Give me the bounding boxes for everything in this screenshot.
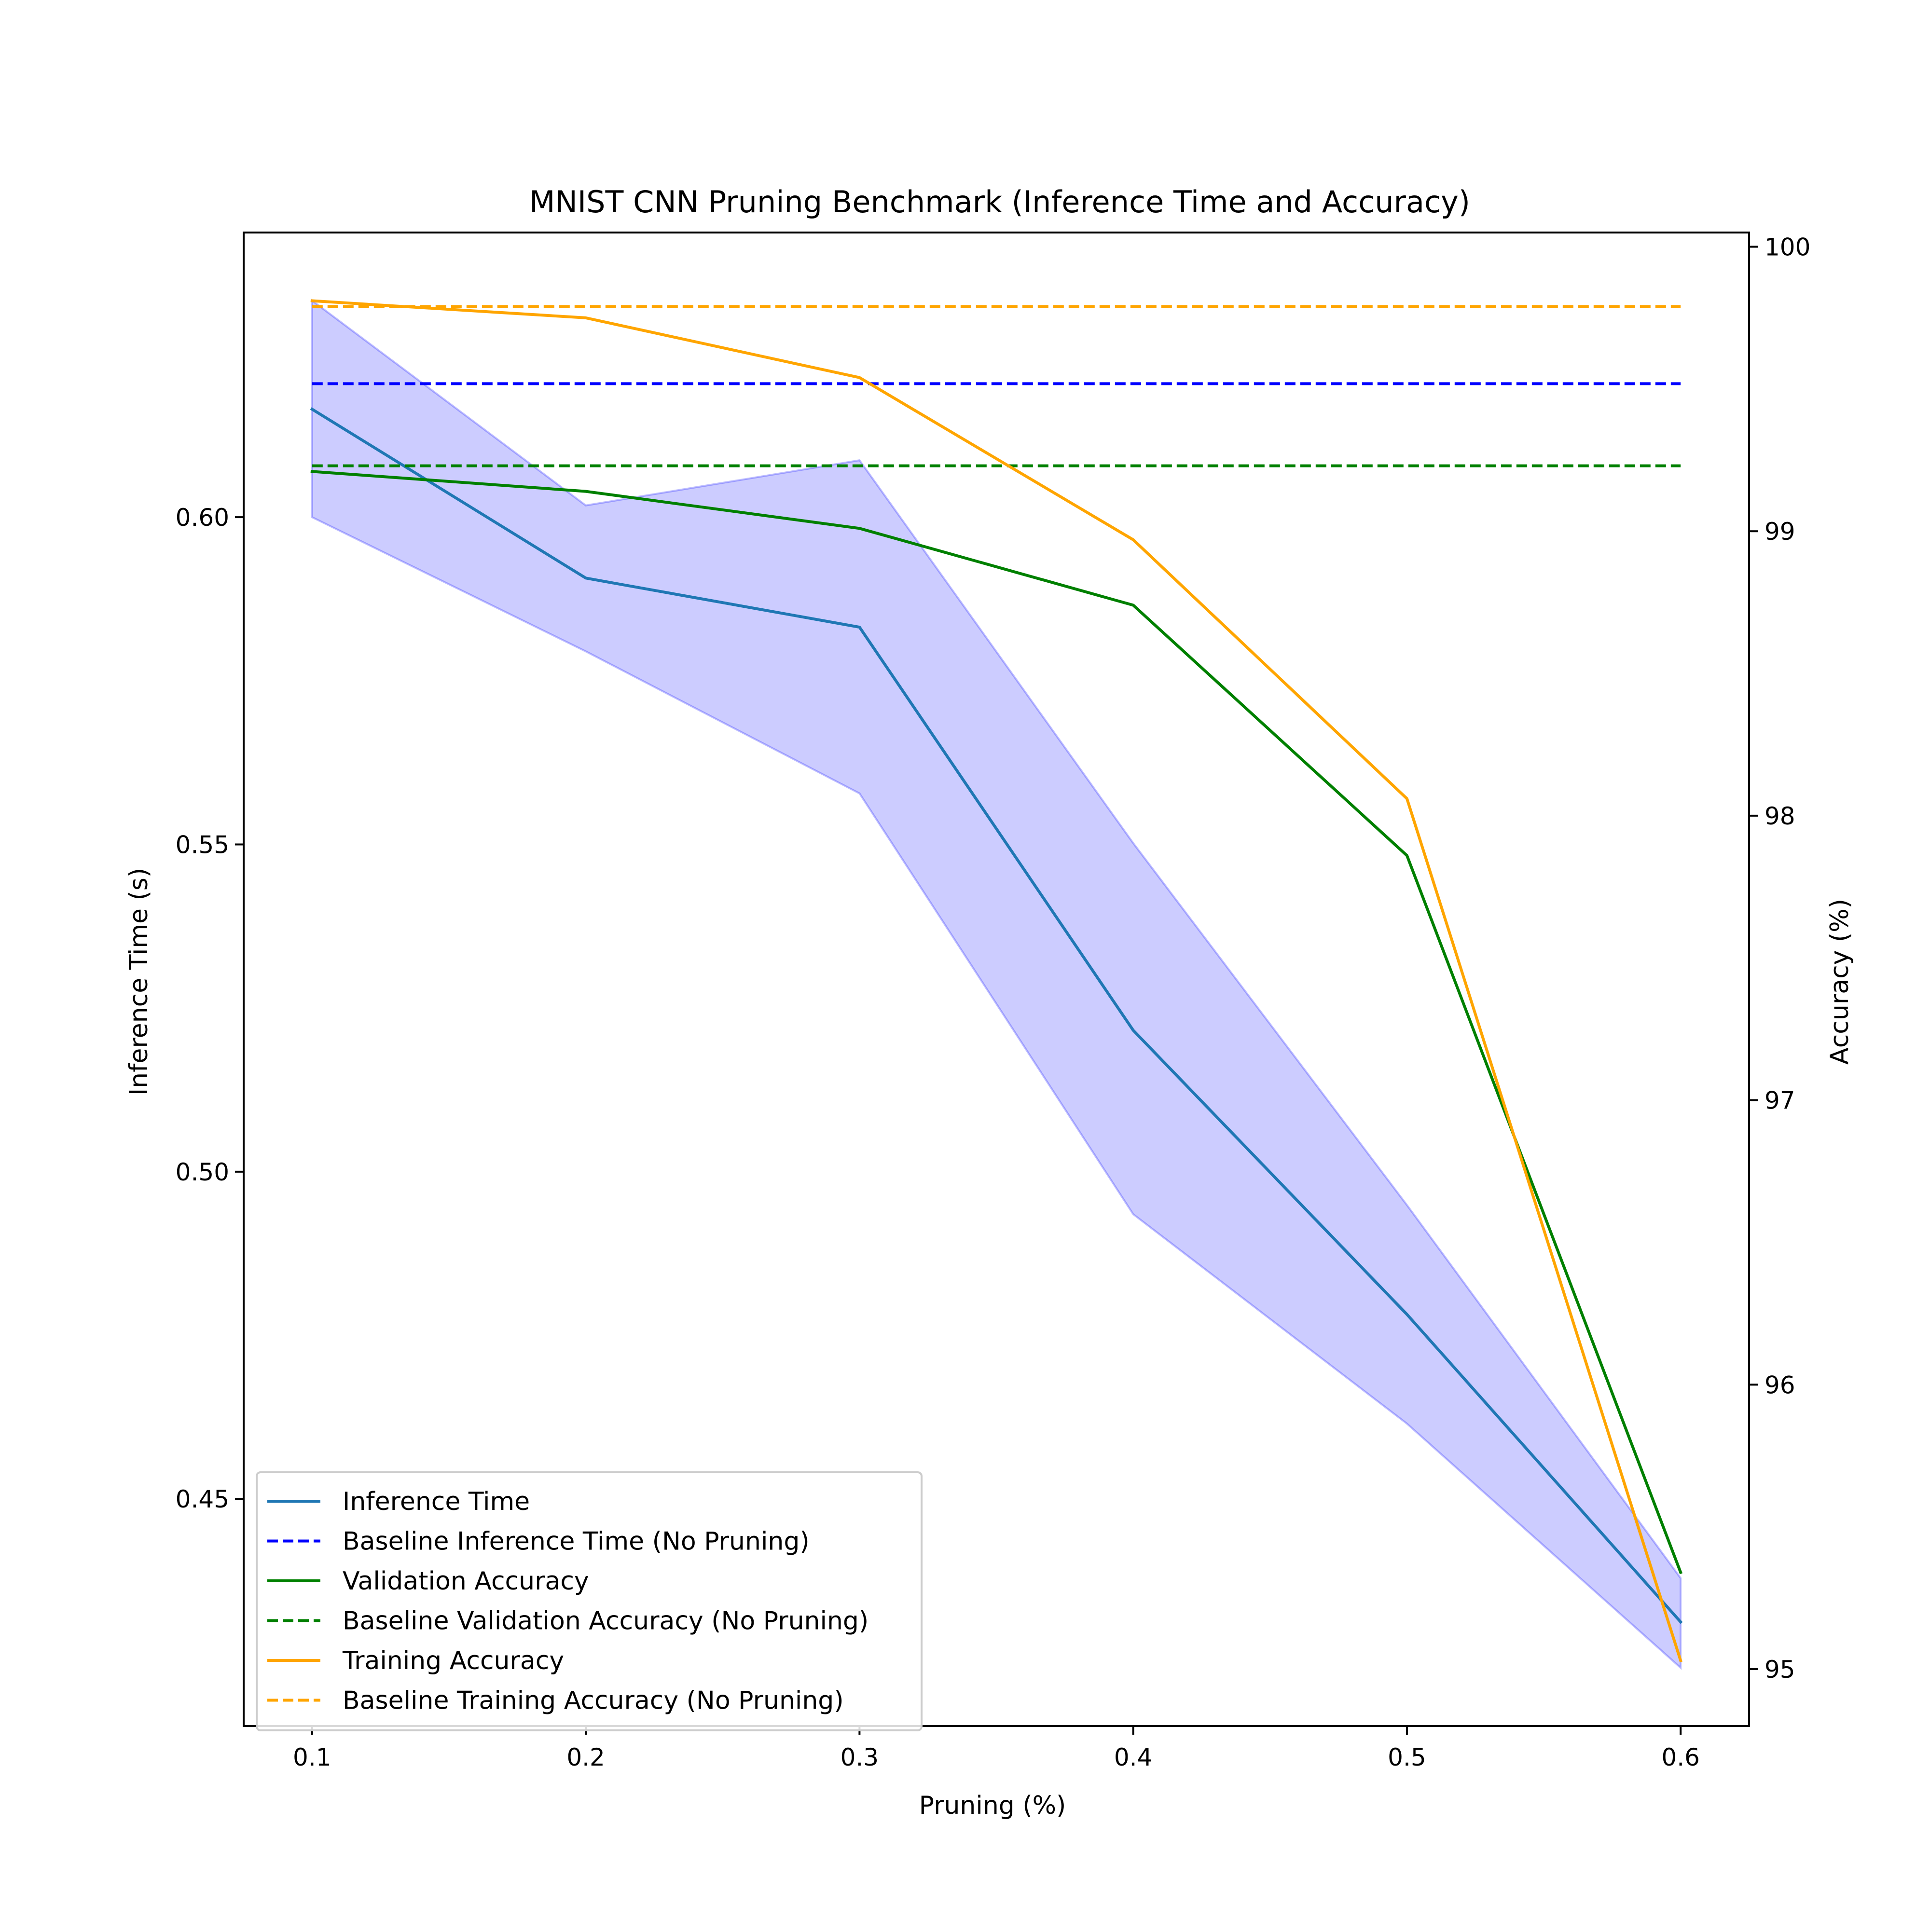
plot-frame [243,232,1750,1727]
y-axis-left-label: Inference Time (s) [124,868,153,1096]
legend-label: Baseline Validation Accuracy (No Pruning… [343,1607,868,1636]
legend-label: Training Accuracy [342,1646,564,1675]
legend-label: Validation Accuracy [343,1567,589,1596]
y-right-tick-label: 97 [1765,1087,1795,1115]
series-line-1 [310,407,1683,1624]
plot-area: 0.1 0.2 0.3 0.4 0.5 0.6 0.45 0.50 0.55 0.60 95 96 97… [176,232,1810,1771]
y-left-tick-label: 0.55 [176,831,229,859]
inference-time-band [311,299,1682,1670]
legend-label: Inference Time [343,1487,530,1516]
y-left-tick-label: 0.50 [176,1158,229,1186]
y-right-tick-label: 100 [1765,233,1810,261]
chart-title: MNIST CNN Pruning Benchmark (Inference T… [529,184,1470,219]
x-tick-label: 0.1 [293,1743,331,1771]
x-tick-label: 0.6 [1661,1743,1700,1771]
y-right-tick-label: 96 [1765,1371,1795,1399]
x-tick-label: 0.3 [841,1743,879,1771]
y-axis-right-label: Accuracy (%) [1825,899,1854,1065]
y-right-tick-label: 95 [1765,1656,1795,1684]
y-right-tick-label: 98 [1765,802,1795,830]
series-line-5 [310,299,1682,1663]
x-axis-label: Pruning (%) [919,1791,1066,1820]
legend: Inference Time Baseline Inference Time (N… [256,1471,923,1731]
y-left-tick-label: 0.45 [176,1485,229,1513]
x-tick-label: 0.2 [566,1743,605,1771]
y-right-tick-label: 99 [1765,518,1795,546]
x-tick-label: 0.4 [1114,1743,1153,1771]
x-tick-label: 0.5 [1388,1743,1426,1771]
series-line-3 [310,470,1683,1575]
legend-box [256,1471,923,1731]
legend-label: Baseline Training Accuracy (No Pruning) [343,1686,844,1715]
legend-label: Baseline Inference Time (No Pruning) [343,1527,810,1556]
y-left-tick-label: 0.60 [176,504,229,532]
